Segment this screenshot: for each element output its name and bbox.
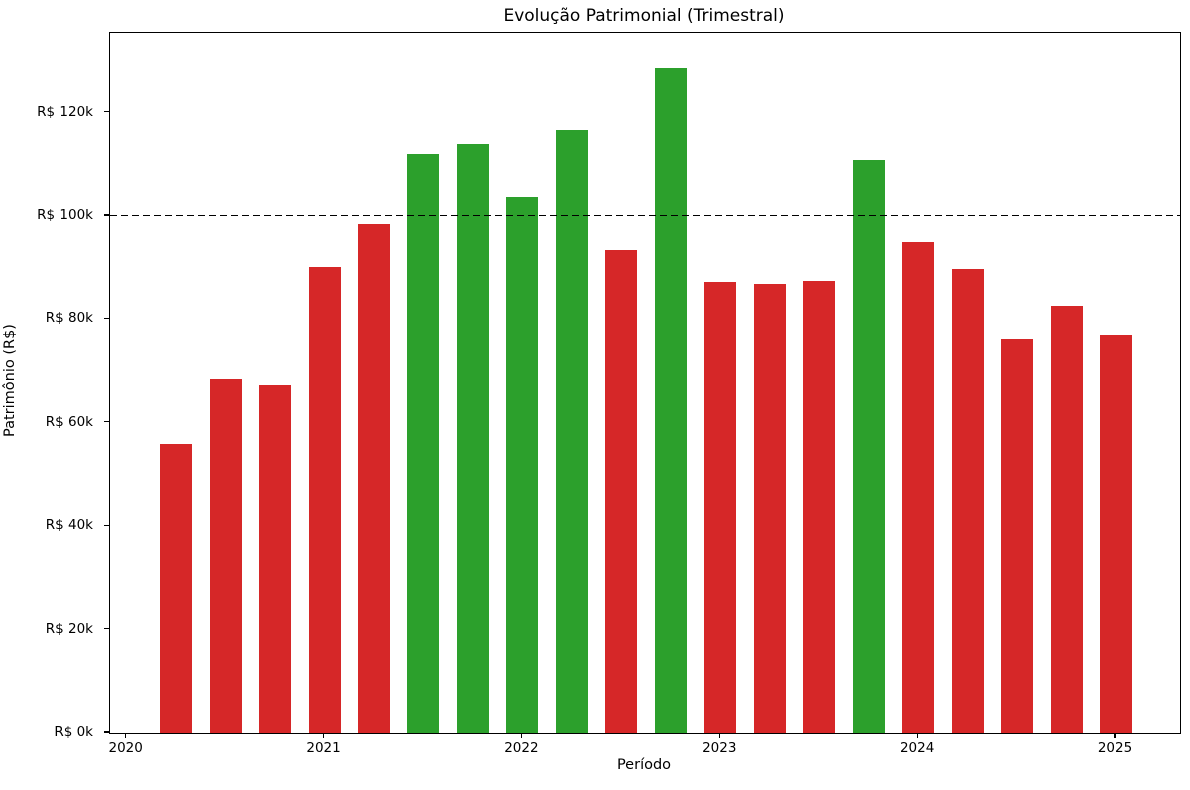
bar-2024Q3 bbox=[1050, 305, 1083, 733]
bar-2023Q3 bbox=[852, 160, 885, 733]
y-tick-label: R$ 60k bbox=[45, 413, 93, 430]
x-tick-mark-2024 bbox=[916, 733, 918, 738]
bar-2021Q1 bbox=[358, 223, 391, 733]
bar-2024Q2 bbox=[1001, 339, 1034, 733]
bar-2023Q4 bbox=[902, 241, 935, 733]
x-tick-label: 2024 bbox=[899, 740, 935, 756]
x-tick-label: 2021 bbox=[306, 740, 341, 756]
bar-2024Q1 bbox=[951, 269, 984, 733]
bar-2022Q2 bbox=[605, 250, 638, 733]
y-tick-mark-R$ 0k bbox=[104, 731, 109, 733]
y-tick-mark-R$ 120k bbox=[104, 111, 109, 113]
bar-2020Q3 bbox=[259, 385, 292, 733]
chart-title: Evolução Patrimonial (Trimestral) bbox=[503, 6, 785, 26]
y-tick-mark-R$ 80k bbox=[104, 317, 109, 319]
y-tick-label: R$ 100k bbox=[37, 207, 93, 223]
bar-2023Q1 bbox=[753, 283, 786, 733]
x-tick-mark-2022 bbox=[520, 733, 522, 738]
y-tick-label: R$ 40k bbox=[45, 517, 93, 534]
bar-2020Q4 bbox=[308, 266, 341, 733]
y-tick-label: R$ 0k bbox=[54, 724, 93, 740]
x-tick-mark-2020 bbox=[125, 733, 127, 738]
bar-2023Q2 bbox=[803, 281, 836, 733]
bar-2021Q2 bbox=[407, 153, 440, 733]
x-axis-label: Período bbox=[616, 757, 672, 773]
bar-2020Q1 bbox=[160, 443, 193, 733]
x-tick-mark-2025 bbox=[1114, 733, 1116, 738]
x-tick-mark-2023 bbox=[718, 733, 720, 738]
y-tick-mark-R$ 100k bbox=[104, 214, 109, 216]
x-tick-label: 2022 bbox=[504, 740, 539, 756]
plot-area bbox=[109, 32, 1181, 734]
bar-2022Q4 bbox=[704, 281, 737, 733]
y-tick-label: R$ 80k bbox=[45, 310, 93, 327]
threshold-line bbox=[110, 215, 1180, 217]
bar-2021Q4 bbox=[506, 196, 539, 733]
x-tick-label: 2025 bbox=[1097, 740, 1133, 756]
bar-2021Q3 bbox=[456, 144, 489, 733]
bar-2020Q2 bbox=[209, 378, 242, 733]
bar-2022Q1 bbox=[555, 130, 588, 733]
x-tick-label: 2023 bbox=[702, 740, 737, 756]
y-tick-mark-R$ 20k bbox=[104, 628, 109, 630]
bar-2024Q4 bbox=[1100, 335, 1132, 733]
y-tick-mark-R$ 40k bbox=[104, 524, 109, 526]
y-tick-label: R$ 20k bbox=[45, 620, 93, 637]
x-tick-label: 2020 bbox=[108, 740, 143, 756]
bar-2022Q3 bbox=[654, 67, 687, 733]
y-tick-mark-R$ 60k bbox=[104, 421, 109, 423]
y-tick-label: R$ 120k bbox=[37, 103, 93, 120]
x-tick-mark-2021 bbox=[322, 733, 325, 738]
